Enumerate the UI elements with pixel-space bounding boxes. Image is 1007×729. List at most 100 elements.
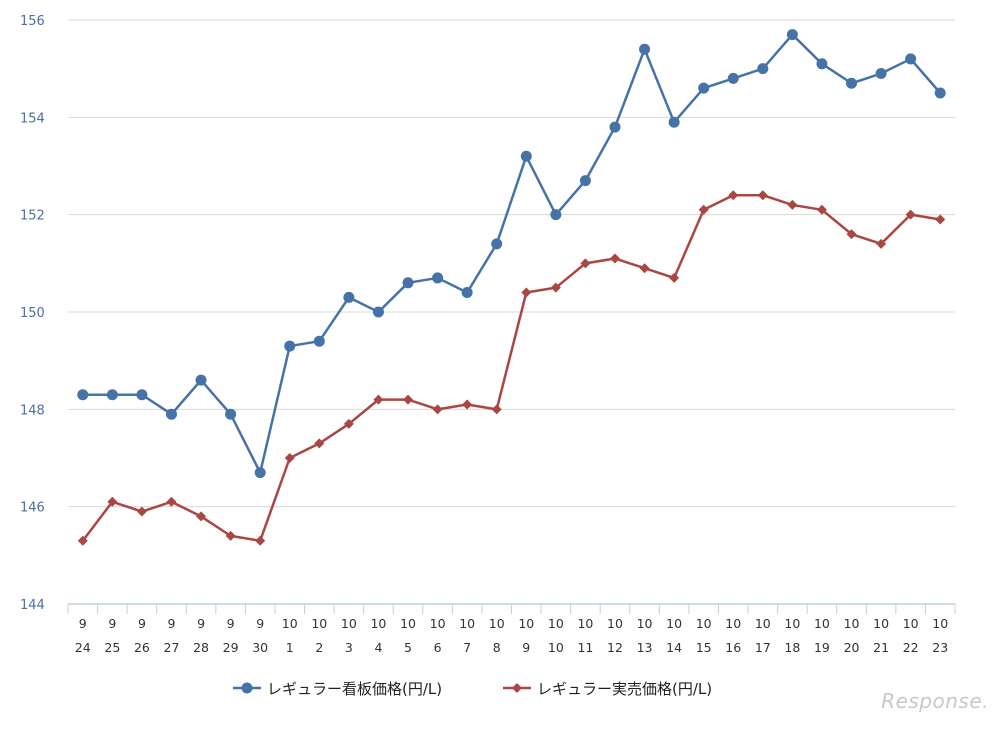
series-1-point: [698, 82, 710, 94]
x-tick-month: 10: [814, 616, 830, 631]
x-tick-day: 19: [814, 640, 830, 655]
x-tick-month: 10: [341, 616, 357, 631]
series-2-point: [905, 209, 916, 220]
series-2-point: [255, 535, 266, 546]
x-tick-day: 26: [134, 640, 150, 655]
x-tick-day: 15: [696, 640, 712, 655]
series-1-point: [136, 389, 148, 401]
x-tick-day: 24: [75, 640, 91, 655]
x-tick-month: 9: [168, 616, 176, 631]
x-tick-day: 22: [903, 640, 919, 655]
legend-marker: [512, 683, 522, 693]
series-1-point: [757, 63, 769, 75]
series-1-point: [432, 272, 444, 284]
series-1-point: [313, 335, 325, 347]
y-tick-label: 148: [20, 403, 45, 418]
x-tick-month: 10: [577, 616, 593, 631]
x-tick-month: 9: [227, 616, 235, 631]
x-tick-day: 27: [164, 640, 180, 655]
series-line-1: [82, 33, 942, 474]
series-2-point: [698, 204, 709, 215]
x-tick-day: 13: [637, 640, 653, 655]
series-2-point: [284, 453, 295, 463]
series-1-point: [195, 374, 207, 386]
x-tick-month: 9: [79, 616, 87, 631]
series-2-point: [462, 399, 473, 410]
legend-label: レギュラー実売価格(円/L): [537, 680, 712, 698]
series-1-point: [846, 77, 858, 89]
x-tick-month: 10: [548, 616, 564, 631]
series-2-point: [314, 438, 325, 449]
series-1-point: [875, 68, 887, 80]
series-1-point: [106, 389, 118, 401]
x-tick-month: 10: [459, 616, 475, 631]
x-tick-month: 10: [755, 616, 771, 631]
series-2-point: [491, 404, 502, 415]
x-tick-day: 9: [522, 640, 530, 655]
x-tick-day: 12: [607, 640, 623, 655]
x-tick-month: 9: [256, 616, 264, 631]
series-1-point: [254, 467, 266, 479]
x-tick-day: 21: [873, 640, 889, 655]
x-tick-month: 10: [637, 616, 653, 631]
series-2-point: [521, 287, 532, 298]
series-1-point: [225, 408, 237, 420]
x-tick-month: 10: [666, 616, 682, 631]
x-tick-day: 4: [374, 640, 382, 655]
response-watermark: Response.: [881, 689, 989, 713]
series-1-point: [816, 58, 828, 70]
x-tick-day: 2: [315, 640, 323, 655]
x-tick-day: 29: [223, 640, 239, 655]
y-tick-label: 146: [20, 501, 45, 516]
x-tick-day: 11: [577, 640, 593, 655]
x-tick-month: 9: [108, 616, 116, 631]
series-1-point: [639, 43, 651, 55]
series-2-point: [373, 394, 384, 405]
series-2-point: [225, 530, 236, 541]
series-2-point: [639, 263, 650, 274]
x-tick-month: 10: [489, 616, 505, 631]
x-tick-month: 10: [311, 616, 327, 631]
series-2-point: [343, 418, 354, 429]
y-tick-label: 150: [20, 306, 45, 321]
x-tick-day: 8: [493, 640, 501, 655]
series-1-point: [668, 116, 680, 128]
x-tick-month: 9: [138, 616, 146, 631]
x-tick-day: 23: [932, 640, 948, 655]
series-2-point: [136, 506, 147, 517]
series-2-point: [935, 214, 946, 225]
series-2-point: [550, 282, 561, 293]
series-2-point: [580, 258, 591, 269]
x-tick-day: 10: [548, 640, 564, 655]
x-tick-month: 10: [400, 616, 416, 631]
series-1-point: [579, 175, 591, 187]
x-tick-month: 10: [696, 616, 712, 631]
series-2-point: [196, 511, 207, 522]
x-tick-month: 10: [370, 616, 386, 631]
series-2-point: [432, 404, 443, 415]
series-1-point: [77, 389, 89, 401]
series-1-point: [905, 53, 917, 65]
x-tick-day: 17: [755, 640, 771, 655]
x-tick-month: 9: [197, 616, 205, 631]
y-tick-label: 144: [20, 598, 45, 613]
x-tick-day: 20: [844, 640, 860, 655]
series-1-point: [520, 150, 532, 162]
series-1-point: [372, 306, 384, 318]
x-tick-day: 5: [404, 640, 412, 655]
x-tick-month: 10: [282, 616, 298, 631]
x-tick-day: 16: [725, 640, 741, 655]
series-2-point: [166, 496, 177, 507]
series-2-point: [816, 204, 827, 215]
series-2-point: [728, 190, 739, 201]
series-2-point: [669, 272, 680, 283]
y-tick-label: 154: [20, 111, 45, 126]
series-1-point: [934, 87, 946, 99]
x-tick-month: 10: [784, 616, 800, 631]
series-1-point: [343, 291, 355, 303]
legend-label: レギュラー看板価格(円/L): [267, 680, 442, 698]
series-1-point: [165, 408, 177, 420]
y-tick-label: 156: [20, 14, 45, 29]
y-tick-label: 152: [20, 209, 45, 224]
series-1-point: [550, 209, 562, 221]
